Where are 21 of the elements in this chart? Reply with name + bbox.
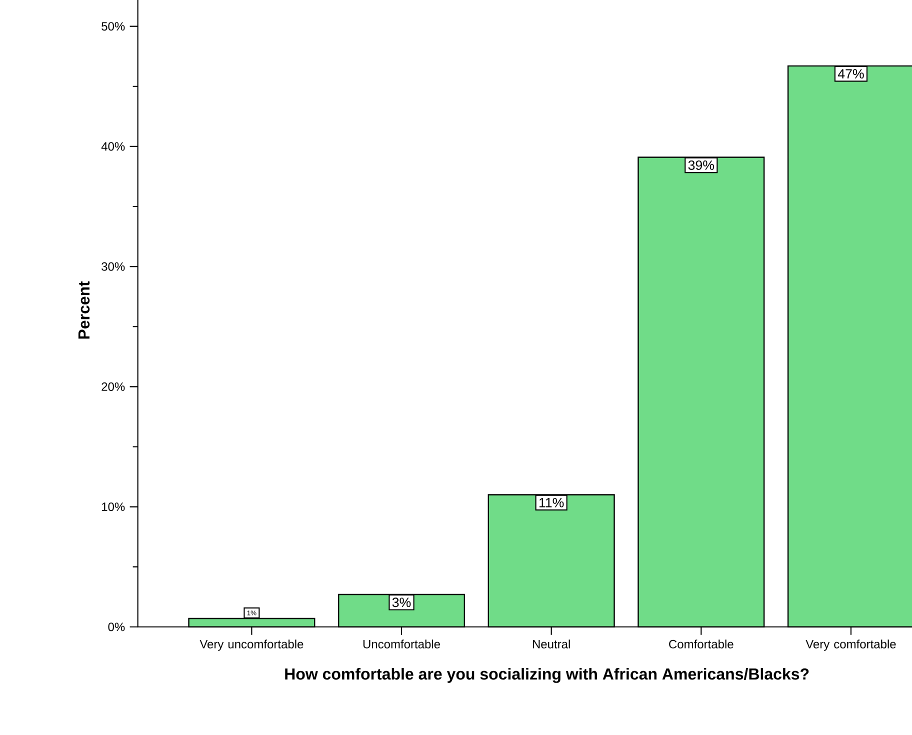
x-tick-label: Neutral xyxy=(532,640,570,648)
y-tick-label: 40% xyxy=(101,142,125,151)
data-label: 3% xyxy=(392,598,411,608)
x-tick-label: Very uncomfortable xyxy=(200,640,304,651)
y-tick-label: 0% xyxy=(108,622,125,632)
y-tick-label: 30% xyxy=(102,262,125,271)
y-tick-label: 10% xyxy=(102,502,125,512)
data-label: 11% xyxy=(540,498,564,508)
x-tick-label: Uncomfortable xyxy=(363,640,440,648)
y-tick-label: 20% xyxy=(102,382,125,391)
x-axis-title: How comfortable are you socializing with African Americans/Blacks? xyxy=(285,668,809,683)
bar xyxy=(638,157,764,627)
data-label: 47% xyxy=(838,69,864,78)
data-label: 39% xyxy=(688,160,714,170)
bar xyxy=(488,494,614,627)
x-tick-label: Comfortable xyxy=(669,640,734,648)
bar xyxy=(338,594,464,627)
bar xyxy=(787,65,912,628)
y-tick-label: 50% xyxy=(102,22,125,31)
y-axis-title: Percent xyxy=(78,281,90,339)
x-tick-label: Very comfortable xyxy=(806,640,896,651)
